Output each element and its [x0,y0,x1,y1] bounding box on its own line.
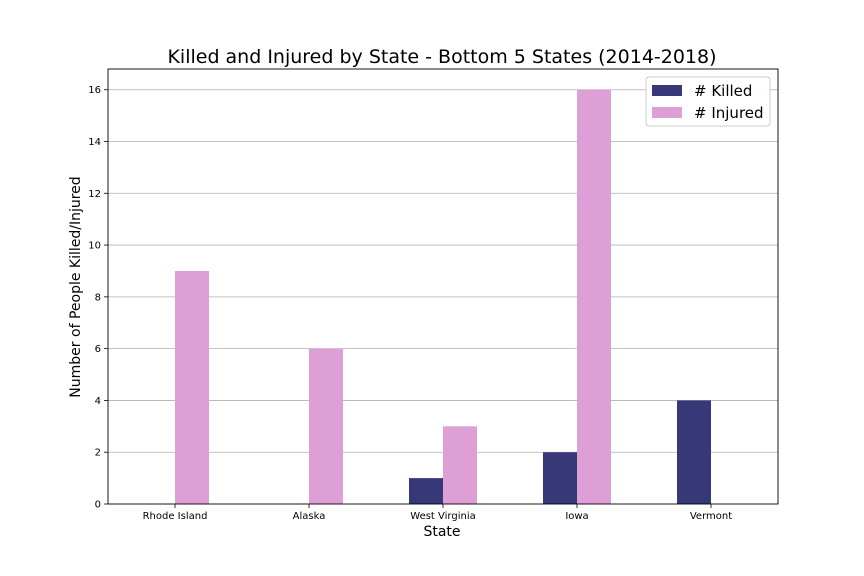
legend-label: # Killed [694,82,752,100]
bar-injured [577,89,611,504]
plot-frame [107,68,779,505]
y-tick-label: 2 [95,448,101,459]
x-tick-label: West Virginia [410,511,475,522]
legend: # Killed # Injured [645,76,771,127]
chart-title: Killed and Injured by State - Bottom 5 S… [167,46,716,68]
y-tick-label: 6 [95,344,101,355]
x-tick-label: Vermont [690,511,732,522]
y-tick-label: 8 [95,292,101,303]
x-axis-label: State [423,524,460,540]
bar-killed [543,452,577,504]
y-axis-label: Number of People Killed/Injured [68,176,84,397]
y-tick-label: 12 [88,189,101,200]
x-tick-label: Rhode Island [143,511,208,522]
y-tick-label: 0 [95,500,101,511]
legend-swatch [652,85,682,96]
y-tick-label: 4 [95,396,101,407]
bar-killed [409,478,443,504]
legend-swatch [652,107,682,118]
bar-injured [443,426,477,504]
x-tick-label: Iowa [565,511,588,522]
y-tick-label: 14 [88,137,101,148]
bar-injured [175,270,209,504]
bars [175,89,711,504]
tick-labels: 0 2 4 6 8 10 12 14 16 Rhode Island Alaska West Virg… [88,85,732,522]
x-tick-label: Alaska [293,511,326,522]
y-tick-label: 10 [88,241,101,252]
legend-label: # Injured [694,104,764,122]
grid-lines [108,89,778,453]
y-tick-label: 16 [88,85,101,96]
bar-injured [309,348,343,504]
axes [104,68,779,508]
bar-killed [677,400,711,504]
